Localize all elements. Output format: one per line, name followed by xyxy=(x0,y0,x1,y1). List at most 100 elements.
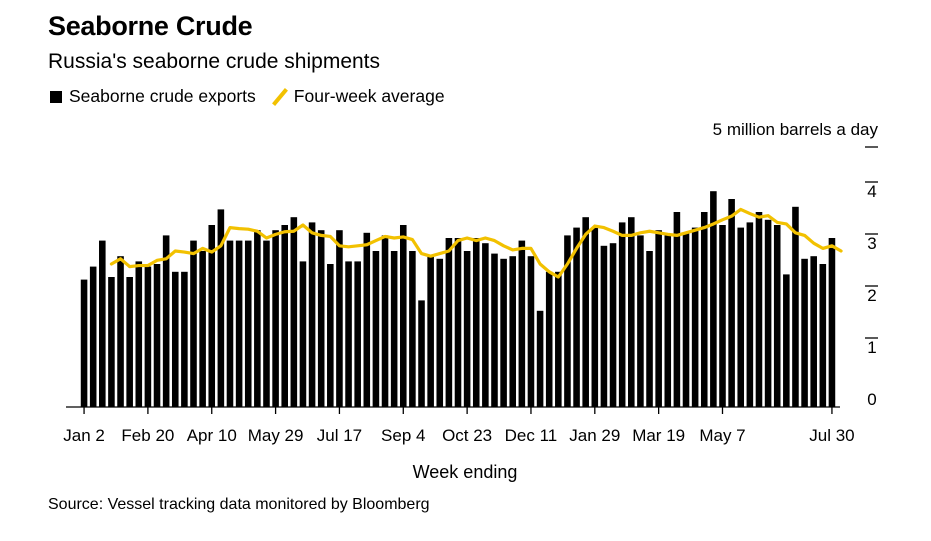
bar xyxy=(527,256,535,407)
bar xyxy=(710,191,717,407)
bar xyxy=(609,243,617,407)
bar xyxy=(445,238,453,407)
bar xyxy=(564,235,571,407)
bar xyxy=(500,258,507,407)
bar xyxy=(263,240,270,407)
bar xyxy=(327,264,334,407)
bar xyxy=(764,219,772,407)
bar xyxy=(254,230,261,407)
x-tick-label: Jul 17 xyxy=(317,426,362,445)
bar xyxy=(755,212,763,407)
bar xyxy=(719,225,726,407)
bar-swatch-icon xyxy=(50,90,62,103)
bar xyxy=(144,266,152,407)
bar xyxy=(555,271,562,407)
bar xyxy=(372,251,380,407)
bar xyxy=(199,251,206,407)
x-tick-label: Jan 2 xyxy=(63,426,105,445)
y-tick-label: 3 xyxy=(867,234,876,253)
bar xyxy=(80,279,88,407)
y-axis-label: 5 million barrels a day xyxy=(713,120,879,139)
bar xyxy=(536,310,544,407)
x-tick-label: Mar 19 xyxy=(632,426,685,445)
bar xyxy=(290,217,298,407)
bar xyxy=(354,261,361,407)
bar xyxy=(646,251,653,407)
chart-subtitle: Russia's seaborne crude shipments xyxy=(48,50,381,73)
bar xyxy=(810,256,817,407)
legend-item-exports: Seaborne crude exports xyxy=(50,86,256,107)
legend-label-average: Four-week average xyxy=(293,86,445,106)
bar xyxy=(600,245,608,407)
y-tick-label: 2 xyxy=(867,286,876,305)
bar xyxy=(819,264,827,407)
bar xyxy=(390,251,398,407)
bar xyxy=(409,251,416,407)
bar xyxy=(582,217,589,407)
bar xyxy=(272,230,279,407)
bar xyxy=(591,227,599,407)
bar xyxy=(491,253,498,407)
bar xyxy=(618,222,626,407)
bar xyxy=(737,227,745,407)
bar xyxy=(728,199,735,407)
bar xyxy=(108,277,115,407)
bar xyxy=(89,266,97,407)
bar xyxy=(454,238,462,407)
x-tick-label: Jan 29 xyxy=(569,426,620,445)
bar xyxy=(655,230,662,407)
x-tick-label: Dec 11 xyxy=(505,426,558,445)
bar xyxy=(308,222,316,407)
y-tick-label: 1 xyxy=(867,338,876,357)
bar xyxy=(399,225,407,407)
x-tick-label: Jul 30 xyxy=(809,426,854,445)
bar xyxy=(153,264,161,407)
bar xyxy=(281,225,288,407)
bar xyxy=(418,300,425,407)
chart-title: Seaborne Crude xyxy=(48,11,253,41)
bar xyxy=(628,217,635,407)
bar xyxy=(235,240,243,407)
bar xyxy=(773,225,781,407)
bar xyxy=(691,227,699,407)
bar xyxy=(299,261,307,407)
bar xyxy=(518,240,526,407)
bar xyxy=(317,230,325,407)
source-note: Source: Vessel tracking data monitored b… xyxy=(48,496,430,513)
bar xyxy=(99,240,106,407)
bar xyxy=(509,256,517,407)
bar xyxy=(345,261,352,407)
bar xyxy=(682,232,690,407)
bar xyxy=(472,238,480,407)
bar xyxy=(226,240,234,407)
bar xyxy=(190,240,197,407)
bar xyxy=(828,238,836,407)
bar xyxy=(363,232,371,407)
bar xyxy=(381,235,389,407)
bar xyxy=(463,251,471,407)
bar xyxy=(482,243,489,407)
bar xyxy=(801,258,808,407)
bar xyxy=(664,235,672,407)
legend: Seaborne crude exports Four-week average xyxy=(50,86,459,107)
bar xyxy=(244,240,252,407)
bar xyxy=(700,212,708,407)
bar xyxy=(573,227,580,407)
bar xyxy=(181,271,188,407)
bar xyxy=(162,235,170,407)
bar xyxy=(126,277,133,407)
bar xyxy=(171,271,179,407)
x-axis-label: Week ending xyxy=(413,462,518,482)
legend-item-average: Four-week average xyxy=(270,86,445,107)
bar xyxy=(427,256,434,407)
bar xyxy=(217,209,225,407)
average-line xyxy=(109,207,843,279)
x-tick-label: May 7 xyxy=(699,426,745,445)
bar xyxy=(637,235,644,407)
x-tick-label: Feb 20 xyxy=(121,426,174,445)
bar xyxy=(117,256,124,407)
x-tick-label: Sep 4 xyxy=(381,426,425,445)
legend-label-exports: Seaborne crude exports xyxy=(69,86,256,106)
x-tick-label: Oct 23 xyxy=(442,426,492,445)
